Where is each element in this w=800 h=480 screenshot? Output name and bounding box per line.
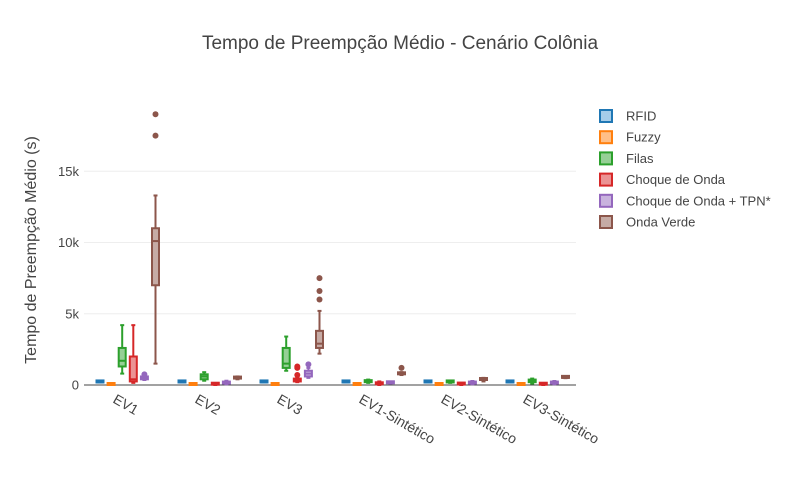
x-tick-label: EV2-Sintético <box>439 391 521 447</box>
box-mark <box>341 379 351 384</box>
box-body <box>281 346 291 369</box>
box-mark <box>374 380 384 386</box>
box-mark <box>445 379 455 384</box>
box-mark <box>434 382 444 386</box>
outlier-point <box>294 363 301 370</box>
legend-item[interactable]: Onda Verde <box>599 215 695 230</box>
y-tick-label: 0 <box>72 378 79 393</box>
chart-title: Tempo de Preempção Médio - Cenário Colôn… <box>202 33 598 54</box>
outlier-point <box>316 275 323 282</box>
box-mark <box>385 380 395 385</box>
box-mark <box>117 324 127 375</box>
series-group <box>106 382 526 386</box>
box-mark <box>363 378 373 384</box>
y-axis-ticks: 0 5k 10k 15k <box>58 164 79 393</box>
legend-label: Onda Verde <box>626 215 695 230</box>
legend-swatch <box>599 193 613 208</box>
legend-label: Filas <box>626 151 654 166</box>
box-mark <box>139 371 149 382</box>
legend-item[interactable]: RFID <box>599 109 656 124</box>
series-group <box>128 324 548 386</box>
box-mark <box>561 374 570 380</box>
series-group <box>151 111 570 383</box>
legend-label: RFID <box>626 109 656 124</box>
box-body <box>151 227 160 287</box>
box-mark <box>423 379 433 384</box>
box-mark <box>549 380 559 386</box>
box-mark <box>221 379 231 386</box>
x-tick-label: EV3-Sintético <box>521 391 603 447</box>
legend-swatch <box>599 215 613 229</box>
box-plots <box>95 111 570 386</box>
box-mark <box>188 382 198 386</box>
x-tick-label: EV3 <box>275 391 306 418</box>
series-group <box>95 379 515 384</box>
legend-label: Choque de Onda + TPN* <box>626 193 771 208</box>
box-mark <box>199 371 209 382</box>
legend-swatch <box>599 172 613 187</box>
x-axis-ticks: EV1 EV2 EV3 EV1-Sintético EV2-Sintético EV3-S… <box>111 391 603 447</box>
legend-item[interactable]: Choque de Onda <box>599 172 726 187</box>
legend-item[interactable]: Fuzzy <box>599 130 661 145</box>
y-tick-label: 10k <box>58 235 79 250</box>
box-mark <box>397 364 406 377</box>
box-mark <box>505 379 515 384</box>
box-body <box>315 329 324 349</box>
box-mark <box>177 379 187 384</box>
legend-label: Fuzzy <box>626 130 661 145</box>
y-tick-label: 5k <box>65 306 79 321</box>
legend-swatch <box>599 109 613 123</box>
box-mark <box>538 381 548 386</box>
box-mark <box>516 382 526 386</box>
legend[interactable]: RFID Fuzzy Filas Choque de Onda Choque de On… <box>599 109 771 230</box>
outlier-point <box>294 372 301 379</box>
outlier-point <box>141 371 148 378</box>
outlier-point <box>152 111 159 118</box>
box-mark <box>233 375 242 381</box>
y-tick-label: 15k <box>58 164 79 179</box>
legend-item[interactable]: Filas <box>599 151 654 166</box>
box-mark <box>456 381 466 386</box>
box-mark <box>292 363 302 384</box>
box-mark <box>303 361 313 379</box>
outlier-point <box>305 361 312 368</box>
legend-swatch <box>599 130 613 145</box>
box-mark <box>95 379 105 384</box>
box-mark <box>210 381 220 386</box>
box-mark <box>479 376 488 383</box>
box-mark <box>151 111 160 365</box>
legend-swatch <box>599 151 613 166</box>
outlier-point <box>152 132 159 139</box>
box-body <box>128 355 138 383</box>
x-tick-label: EV1 <box>111 391 142 418</box>
outlier-point <box>316 287 323 294</box>
legend-item[interactable]: Choque de Onda + TPN* <box>599 193 771 208</box>
x-tick-label: EV1-Sintético <box>357 391 439 447</box>
box-mark <box>467 380 477 386</box>
x-tick-label: EV2 <box>193 391 224 418</box>
box-mark <box>527 377 537 385</box>
legend-label: Choque de Onda <box>626 172 726 187</box>
box-mark <box>352 382 362 386</box>
box-mark <box>128 324 138 384</box>
series-group <box>117 324 537 385</box>
box-body <box>117 346 127 368</box>
box-mark <box>270 382 280 386</box>
series-group <box>139 361 559 386</box>
outlier-point <box>316 296 323 303</box>
gridlines <box>84 170 576 386</box>
box-mark <box>106 382 116 386</box>
box-mark <box>281 335 291 372</box>
outlier-point <box>398 364 405 371</box>
y-axis-title: Tempo de Preempção Médio (s) <box>23 136 40 364</box>
box-mark <box>315 275 324 355</box>
box-mark <box>259 379 269 384</box>
